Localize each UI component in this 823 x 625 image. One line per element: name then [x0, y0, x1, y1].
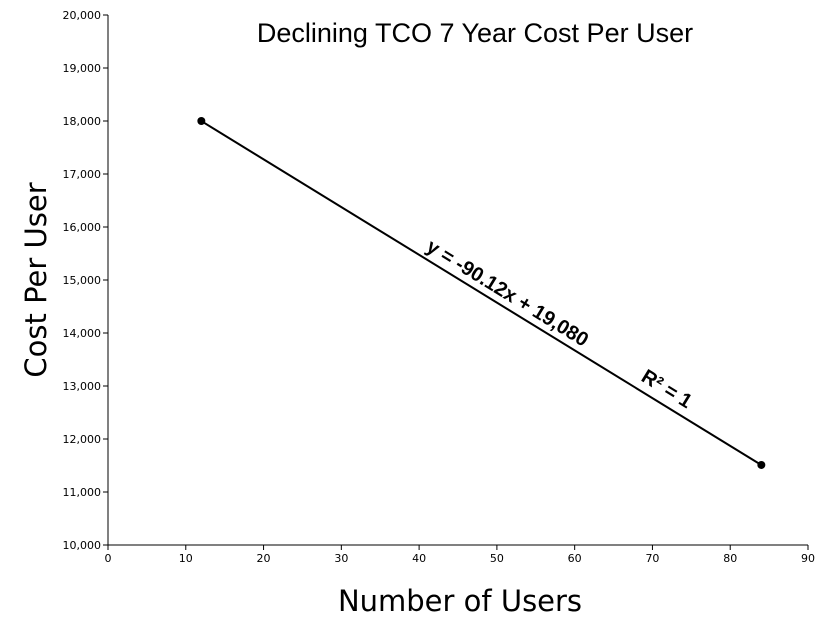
data-point: [757, 460, 766, 469]
x-tick-label: 20: [257, 552, 271, 565]
y-tick-label: 13,000: [63, 380, 102, 393]
plot-area: 10,000 11,000 12,000 13,000 14,000 15,000 16,0…: [63, 9, 816, 565]
chart-title: Declining TCO 7 Year Cost Per User: [257, 18, 693, 48]
x-tick-label: 80: [723, 552, 737, 565]
x-tick-label: 10: [179, 552, 193, 565]
x-tick-label: 50: [490, 552, 504, 565]
data-point: [197, 117, 206, 125]
y-tick-label: 11,000: [63, 486, 102, 499]
y-tick-label: 17,000: [63, 168, 102, 181]
y-tick-label: 15,000: [63, 274, 102, 287]
y-tick-label: 19,000: [63, 62, 102, 75]
y-tick-label: 18,000: [63, 115, 102, 128]
x-tick-label: 70: [645, 552, 659, 565]
y-tick-label: 20,000: [63, 9, 102, 22]
y-tick-label: 14,000: [63, 327, 102, 340]
x-tick-label: 30: [334, 552, 348, 565]
y-tick-label: 10,000: [63, 539, 102, 552]
trendline: [200, 120, 762, 466]
trendline-equation-label: y = -90.12x + 19,080: [422, 236, 592, 352]
x-tick-label: 90: [801, 552, 815, 565]
x-axis-title: Number of Users: [338, 584, 582, 618]
y-tick-label: 12,000: [63, 433, 102, 446]
x-tick-label: 60: [568, 552, 582, 565]
x-tick-label: 0: [105, 552, 112, 565]
x-tick-label: 40: [412, 552, 426, 565]
y-tick-label: 16,000: [63, 221, 102, 234]
y-axis-title: Cost Per User: [19, 182, 53, 377]
